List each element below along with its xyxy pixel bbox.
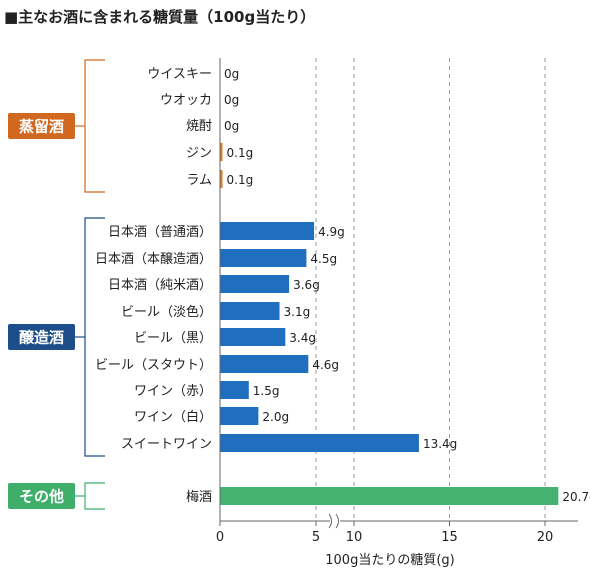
x-tick-label-3: 15 [441,530,458,545]
bar [220,434,419,452]
chart-title: ■主なお酒に含まれる糖質量（100g当たり） [4,8,315,26]
bar [220,143,223,161]
bar [220,381,249,399]
category-label: 日本酒（普通酒） [108,225,212,240]
bar [220,222,315,240]
value-label: 1.5g [253,384,280,398]
group-bracket-2: その他 [8,482,105,510]
axis-break-mark [328,513,340,529]
category-label: ウオッカ [160,93,212,108]
category-label: ウイスキー [147,67,212,82]
value-label: 0.1g [227,146,254,160]
bar [220,275,290,293]
group-bracket-0: 蒸留酒 [8,59,105,193]
x-axis: 0510152025 [216,58,578,545]
x-tick-label-4: 20 [537,530,554,545]
value-label: 0.1g [227,173,254,187]
value-label: 0g [224,93,239,107]
bar [220,355,309,373]
category-label: ビール（スタウト） [95,358,212,373]
value-label: 3.4g [289,331,316,345]
value-label: 4.5g [310,252,337,266]
group-bracket-1: 醸造酒 [8,217,105,457]
category-label: 日本酒（純米酒） [108,278,212,293]
category-label: ラム [186,173,212,188]
x-tick-label-0: 0 [216,530,224,545]
group-badge [8,483,75,509]
value-label: 2.0g [262,410,289,424]
category-label: スイートワイン [121,437,212,452]
value-label: 3.1g [284,305,311,319]
bar [220,302,280,320]
category-label: 梅酒 [186,490,212,505]
value-label: 4.9g [318,225,345,239]
group-label: 蒸留酒 [19,118,64,136]
category-label: ジン [186,146,212,161]
category-label: ビール（淡色） [121,304,212,320]
bar [220,249,307,267]
category-label: ビール（黒） [134,331,212,346]
group-badge [8,113,75,139]
value-label: 13.4g [423,437,457,451]
category-label: ワイン（赤） [134,384,212,399]
group-badge [8,324,75,350]
category-label: 焼酎 [186,119,212,134]
bar [220,328,286,346]
x-tick-label-1: 5 [312,530,320,545]
value-label: 4.6g [312,358,339,372]
group-label: その他 [19,488,64,506]
category-label: 日本酒（本醸造酒） [95,252,212,267]
category-label: ワイン（白） [134,409,212,425]
bars: ウイスキー 0g ウオッカ 0g 焼酎 0g ジン 0.1g ラム 0.1g 日本酒（普通酒） 4.9… [95,67,590,505]
value-label: 0g [224,67,239,81]
group-label: 醸造酒 [19,329,64,347]
bar [220,170,223,188]
x-tick-label-2: 10 [346,530,363,545]
bar [220,407,259,425]
value-label: 3.6g [293,278,320,292]
value-label: 0g [224,119,239,133]
x-axis-label: 100g当たりの糖質(g) [325,552,454,568]
bar [220,487,559,505]
value-label: 20.7g [562,490,590,504]
